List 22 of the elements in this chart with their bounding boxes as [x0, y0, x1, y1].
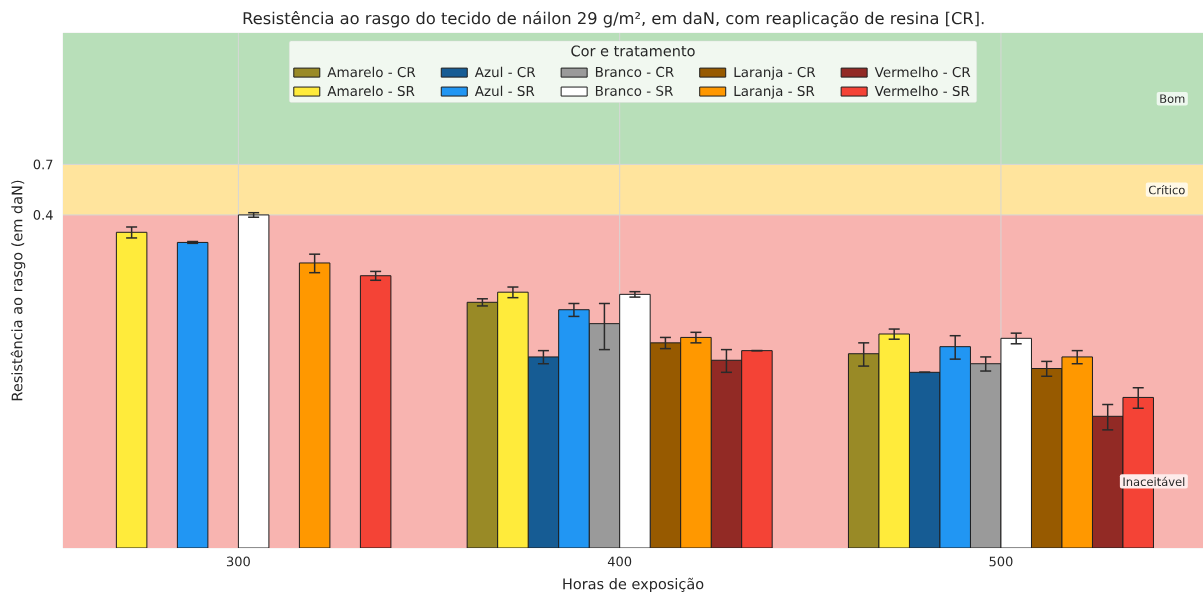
y-axis-title: Resistência ao rasgo (em daN): [10, 180, 26, 401]
legend-label: Branco - SR: [595, 85, 673, 96]
band-label: Crítico: [1148, 184, 1185, 195]
legend-label: Laranja - CR: [734, 66, 816, 80]
legend-label: Branco - CR: [595, 66, 674, 78]
legend-label: Laranja - SR: [734, 85, 815, 99]
band-label: Inaceitável: [1123, 476, 1185, 487]
x-tick-label: 400: [607, 556, 632, 567]
x-tick-label: 500: [989, 556, 1013, 567]
legend-label: Amarelo - CR: [327, 66, 416, 78]
legend-label: Azul - CR: [474, 66, 536, 78]
x-axis-title: Horas de exposição: [563, 577, 704, 592]
y-tick-label: 0.7: [33, 159, 53, 170]
legend-label: Amarelo - SR: [327, 85, 415, 97]
legend-title: Cor e tratamento: [571, 45, 695, 57]
x-tick-label: 300: [226, 556, 250, 567]
legend-label: Vermelho - SR: [874, 85, 970, 97]
y-tick-label: 0.4: [33, 210, 53, 220]
legend-label: Azul - SR: [474, 85, 535, 97]
band-label: Bom: [1160, 94, 1185, 103]
chart-title: Resistência ao rasgo do tecido de náilon 29 g/m², em daN, com reaplicação de resina [CR].: [243, 11, 984, 28]
legend-label: Vermelho - CR: [874, 66, 971, 78]
